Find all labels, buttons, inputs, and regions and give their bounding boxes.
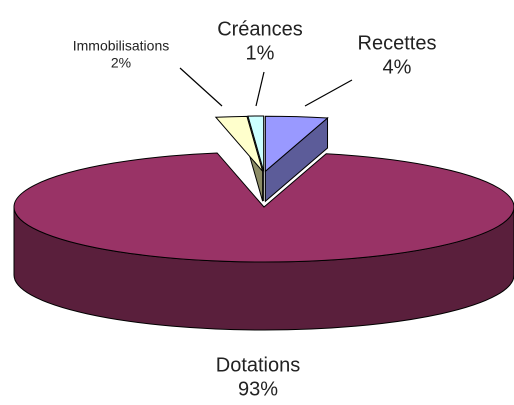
slice [247,115,265,172]
leader-line [304,79,353,107]
slice-value: 2% [111,55,131,71]
slice-value: 93% [238,378,278,400]
slice-label: Créances [217,18,303,40]
slice-value: 1% [246,42,275,64]
slice-label: Recettes [358,32,437,54]
slice-label: Dotations [216,354,301,376]
slice-value: 4% [383,56,412,78]
slice [214,115,264,172]
leader-line [255,71,265,107]
leader-line [179,67,223,107]
slice [13,152,514,263]
slice [264,115,329,173]
slice-label: Immobilisations [73,38,169,54]
